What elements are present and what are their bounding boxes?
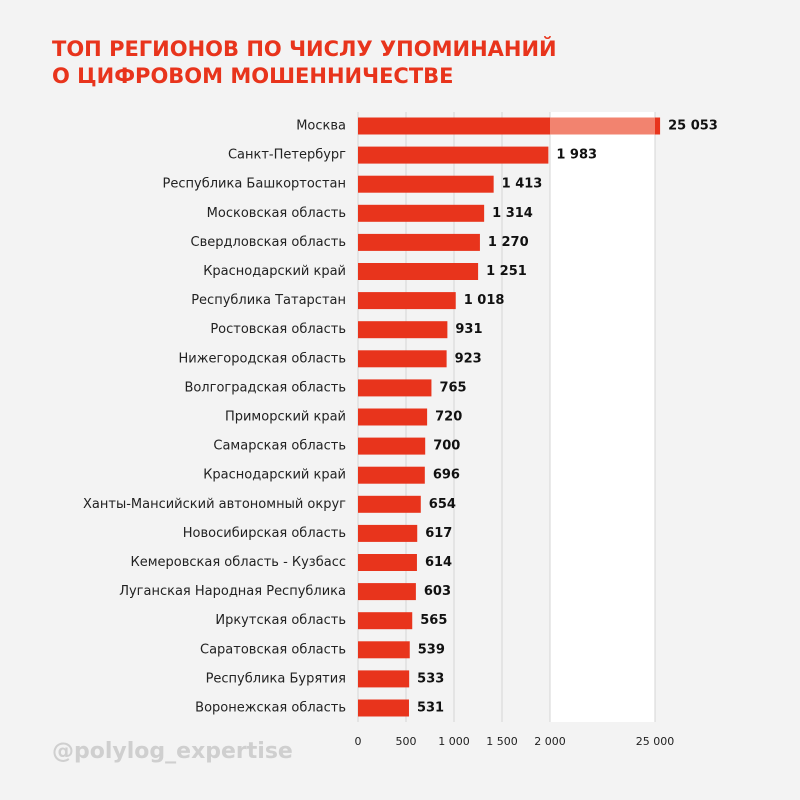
bar [358, 263, 479, 280]
bar-segment [358, 204, 485, 222]
category-label: Приморский край [225, 410, 346, 425]
category-label: Москва [296, 119, 346, 134]
value-label: 617 [425, 526, 452, 541]
value-label: 765 [439, 380, 466, 395]
bar [358, 350, 447, 368]
x-tick-label: 1 500 [486, 735, 518, 748]
x-tick-label: 500 [396, 735, 417, 748]
bar [358, 408, 428, 426]
bar-segment [358, 233, 480, 251]
bar-segment [550, 117, 655, 135]
value-label: 654 [429, 497, 456, 512]
category-label: Кемеровская область - Кузбасс [130, 555, 346, 570]
bar [358, 670, 410, 688]
bar [358, 699, 409, 717]
bar [358, 524, 418, 542]
bar-segment [358, 670, 410, 688]
bar [358, 583, 416, 601]
value-label: 539 [418, 642, 445, 657]
category-label: Краснодарский край [203, 468, 346, 483]
bar-segment [358, 117, 550, 135]
value-label: 923 [455, 351, 482, 366]
value-label: 1 251 [486, 264, 527, 279]
bar-segment [358, 466, 425, 484]
bar-segment [358, 379, 432, 397]
chart-title: ТОП РЕГИОНОВ ПО ЧИСЛУ УПОМИНАНИЙ [52, 36, 557, 61]
category-label: Республика Бурятия [206, 671, 346, 686]
bar-segment [358, 699, 409, 717]
bar [358, 466, 425, 484]
value-label: 25 053 [668, 119, 718, 134]
value-label: 565 [420, 613, 447, 628]
bar-segment [358, 175, 494, 193]
bar [358, 146, 549, 164]
value-label: 696 [433, 468, 460, 483]
category-label: Воронежская область [195, 701, 346, 716]
x-tick-label: 1 000 [438, 735, 470, 748]
category-label: Самарская область [213, 439, 346, 454]
value-label: 931 [455, 322, 482, 337]
value-label: 1 983 [556, 148, 597, 163]
bar-segment [358, 292, 456, 310]
bar-segment [358, 641, 410, 659]
bar-segment [358, 583, 416, 601]
bar-segment [358, 321, 448, 339]
axis-break-zone [550, 112, 655, 722]
bar [358, 495, 421, 513]
category-label: Республика Татарстан [191, 293, 346, 308]
category-label: Саратовская область [200, 642, 346, 657]
value-label: 720 [435, 410, 462, 425]
bar [358, 437, 426, 455]
bar [358, 233, 480, 251]
bar-segment [358, 350, 447, 368]
x-tick-label: 0 [355, 735, 362, 748]
bar-segment [358, 263, 479, 280]
bar-segment [358, 612, 413, 630]
chart-title: О ЦИФРОВОМ МОШЕННИЧЕСТВЕ [52, 64, 454, 88]
category-label: Ханты-Мансийский автономный округ [83, 497, 346, 512]
category-label: Ростовская область [210, 322, 346, 337]
bar [358, 204, 485, 222]
bar [358, 554, 417, 571]
bar [358, 175, 494, 193]
value-label: 700 [433, 439, 460, 454]
bar [358, 612, 413, 630]
value-label: 1 314 [492, 206, 533, 221]
category-label: Нижегородская область [179, 351, 346, 366]
x-tick-label: 2 000 [534, 735, 566, 748]
bar-segment [358, 437, 426, 455]
value-label: 1 413 [502, 177, 543, 192]
bar [358, 117, 661, 135]
category-label: Санкт-Петербург [228, 148, 346, 163]
footer: @polylog_expertise [52, 739, 293, 764]
category-label: Новосибирская область [183, 526, 346, 541]
bar-segment [358, 408, 428, 426]
category-label: Краснодарский край [203, 264, 346, 279]
bar-segment [358, 524, 418, 542]
bar [358, 379, 432, 397]
value-label: 614 [425, 555, 452, 570]
bar [358, 321, 448, 339]
category-label: Луганская Народная Республика [119, 584, 346, 599]
bar-segment [655, 117, 661, 135]
bar [358, 292, 456, 310]
value-label: 1 270 [488, 235, 529, 250]
value-label: 1 018 [464, 293, 505, 308]
bar [358, 641, 410, 659]
bar-segment [358, 554, 417, 571]
value-label: 533 [417, 671, 444, 686]
value-label: 603 [424, 584, 451, 599]
value-label: 531 [417, 701, 444, 716]
category-label: Волгоградская область [184, 380, 346, 395]
x-tick-label: 25 000 [636, 735, 675, 748]
category-label: Свердловская область [191, 235, 346, 250]
bar-segment [358, 495, 421, 513]
category-label: Иркутская область [215, 613, 346, 628]
bar-segment [358, 146, 549, 164]
category-label: Республика Башкортостан [163, 177, 346, 192]
category-label: Московская область [207, 206, 346, 221]
